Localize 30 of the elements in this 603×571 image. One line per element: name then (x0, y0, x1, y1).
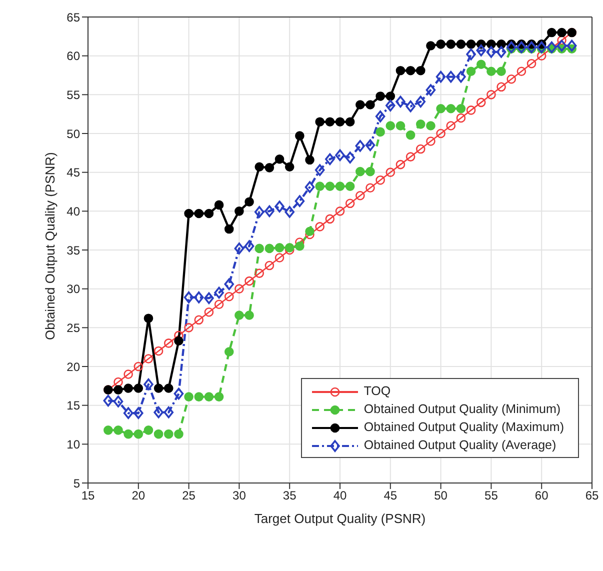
y-tick-label: 5 (73, 476, 80, 490)
y-tick-label: 15 (66, 398, 80, 413)
y-tick-label: 40 (66, 204, 80, 218)
y-tick-label: 35 (66, 243, 80, 258)
x-tick-label: 45 (384, 488, 398, 503)
x-tick-label: 25 (182, 488, 196, 503)
y-tick-label: 45 (66, 166, 80, 180)
y-tick-label: 25 (66, 320, 80, 335)
x-tick-label: 40 (333, 488, 347, 503)
x-tick-label: 60 (534, 488, 549, 503)
x-tick-label: 20 (132, 488, 146, 503)
x-tick-label: 65 (585, 488, 599, 503)
x-axis-title: Target Output Quality (PSNR) (254, 511, 426, 526)
y-tick-label: 60 (66, 49, 80, 64)
y-axis-title: Obtained Output Quality (PSNR) (42, 152, 58, 340)
y-tick-label: 20 (66, 360, 80, 374)
y-tick-label: 30 (66, 282, 80, 296)
y-tick-label: 55 (66, 88, 80, 102)
y-tick-label: 50 (66, 126, 80, 141)
x-tick-label: 35 (282, 488, 297, 503)
legend-label: Obtained Output Quality (Average) (364, 438, 556, 452)
legend-label: TOQ (364, 384, 391, 398)
y-tick-label: 65 (66, 10, 80, 24)
legend-label: Obtained Output Quality (Minimum) (364, 402, 561, 416)
y-tick-label: 10 (66, 437, 80, 452)
x-tick-label: 55 (484, 488, 498, 503)
x-tick-label: 50 (434, 488, 448, 503)
x-tick-label: 15 (81, 488, 95, 503)
legend-label: Obtained Output Quality (Maximum) (364, 420, 564, 434)
x-tick-label: 30 (232, 488, 246, 503)
